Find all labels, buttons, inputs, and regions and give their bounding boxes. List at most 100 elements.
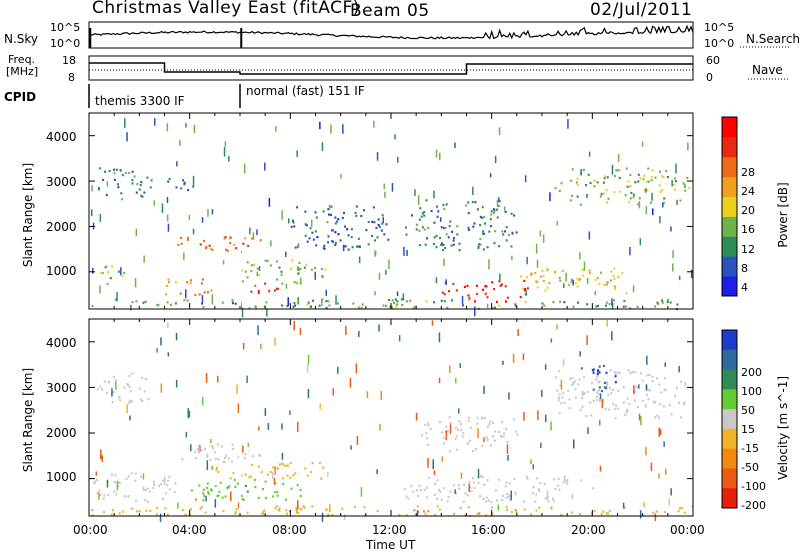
power-speckle <box>524 175 527 183</box>
velocity-cell <box>487 499 490 502</box>
power-cell <box>456 233 459 236</box>
velocity-cell <box>281 462 284 465</box>
power-cell <box>630 191 633 194</box>
velocity-cell <box>134 479 137 482</box>
power-speckle <box>511 255 513 261</box>
power-speckle <box>536 259 539 268</box>
power-cell <box>396 300 399 303</box>
power-cell <box>493 211 495 215</box>
velocity-cell <box>555 376 558 379</box>
power-cell <box>444 246 447 250</box>
power-cell <box>276 260 278 263</box>
velocity-cell <box>106 391 109 395</box>
velocity-cell <box>633 390 636 393</box>
station-title: Christmas Valley East (fitACF) <box>92 0 360 18</box>
velocity-speckle <box>297 500 299 509</box>
velocity-cell <box>683 511 686 514</box>
velocity-cell <box>156 506 159 509</box>
power-cell <box>233 243 236 246</box>
velocity-cell <box>476 422 479 425</box>
power-cell <box>482 232 484 235</box>
power-panel <box>88 112 694 318</box>
power-cell <box>647 167 650 170</box>
velocity-ytick-2000: 2000 <box>46 426 77 440</box>
velocity-cell <box>455 435 458 438</box>
power-cell <box>113 168 116 171</box>
velocity-cell <box>156 513 158 516</box>
power-cell <box>320 267 323 271</box>
power-cell <box>479 223 482 227</box>
velocity-cell <box>612 388 615 392</box>
velocity-cell <box>458 420 461 423</box>
velocity-cell <box>467 416 470 419</box>
power-cell <box>586 303 589 306</box>
velocity-cell <box>454 426 457 429</box>
power-speckle <box>678 275 681 281</box>
velocity-cell <box>417 510 420 513</box>
velocity-cell <box>285 509 288 512</box>
velocity-cell <box>296 484 299 487</box>
power-speckle <box>611 302 614 310</box>
velocity-region-4 <box>215 460 325 480</box>
power-cell <box>493 306 496 309</box>
velocity-cell <box>532 486 535 489</box>
velocity-speckle <box>349 378 352 388</box>
velocity-speckle <box>556 324 558 330</box>
velocity-cell <box>111 473 113 476</box>
power-cell <box>613 191 616 194</box>
velocity-cell <box>433 493 436 496</box>
xtick-2: 08:00 <box>272 523 307 537</box>
velocity-cell <box>625 411 628 414</box>
power-cell <box>101 271 104 274</box>
power-cell <box>206 291 209 294</box>
velocity-cell <box>165 492 168 495</box>
velocity-cell <box>241 498 244 501</box>
power-cell <box>662 176 665 179</box>
power-speckle <box>266 308 268 317</box>
power-speckle <box>565 272 567 282</box>
velocity-cell <box>596 399 599 402</box>
power-cell <box>458 249 461 252</box>
velocity-cell <box>598 365 601 368</box>
velocity-cell <box>606 382 609 385</box>
power-speckle <box>384 191 386 198</box>
velocity-cell <box>677 510 680 513</box>
power-cell <box>139 184 142 187</box>
velocity-cell <box>415 489 418 492</box>
power-cell <box>467 201 470 204</box>
power-speckle <box>166 214 169 222</box>
power-cell <box>515 231 518 234</box>
velocity-cell <box>203 488 205 491</box>
power-cell <box>226 249 229 252</box>
power-cell <box>168 177 171 181</box>
velocity-cell <box>295 506 298 510</box>
velocity-cell <box>493 439 496 442</box>
power-speckle <box>311 219 313 228</box>
velocity-cell <box>425 432 428 435</box>
power-cell <box>166 284 169 287</box>
power-cell <box>597 304 600 307</box>
power-cell <box>254 284 257 287</box>
velocity-cell <box>616 371 619 374</box>
velocity-speckle <box>460 472 463 479</box>
velocity-cell <box>199 507 202 510</box>
power-cell <box>643 174 646 177</box>
velocity-cell <box>311 462 314 465</box>
power-speckle <box>580 169 582 176</box>
velocity-cell <box>504 485 507 488</box>
power-cell <box>382 304 385 307</box>
power-cell <box>484 293 487 296</box>
power-cell <box>596 276 599 280</box>
power-cell <box>350 236 353 239</box>
velocity-speckle <box>454 489 456 494</box>
power-cell <box>440 226 443 229</box>
velocity-cell <box>244 473 247 476</box>
power-cell <box>371 220 374 223</box>
velocity-cell <box>482 497 485 501</box>
velocity-region-2 <box>181 443 262 463</box>
velocity-cb-swatch <box>722 349 737 371</box>
velocity-speckle <box>432 459 434 470</box>
velocity-cell <box>579 513 581 516</box>
power-cell <box>625 167 628 170</box>
power-cell <box>281 282 284 285</box>
